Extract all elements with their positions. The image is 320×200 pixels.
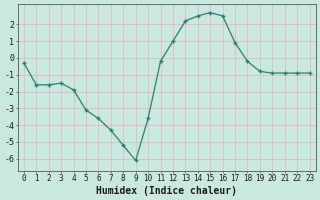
X-axis label: Humidex (Indice chaleur): Humidex (Indice chaleur) <box>96 186 237 196</box>
